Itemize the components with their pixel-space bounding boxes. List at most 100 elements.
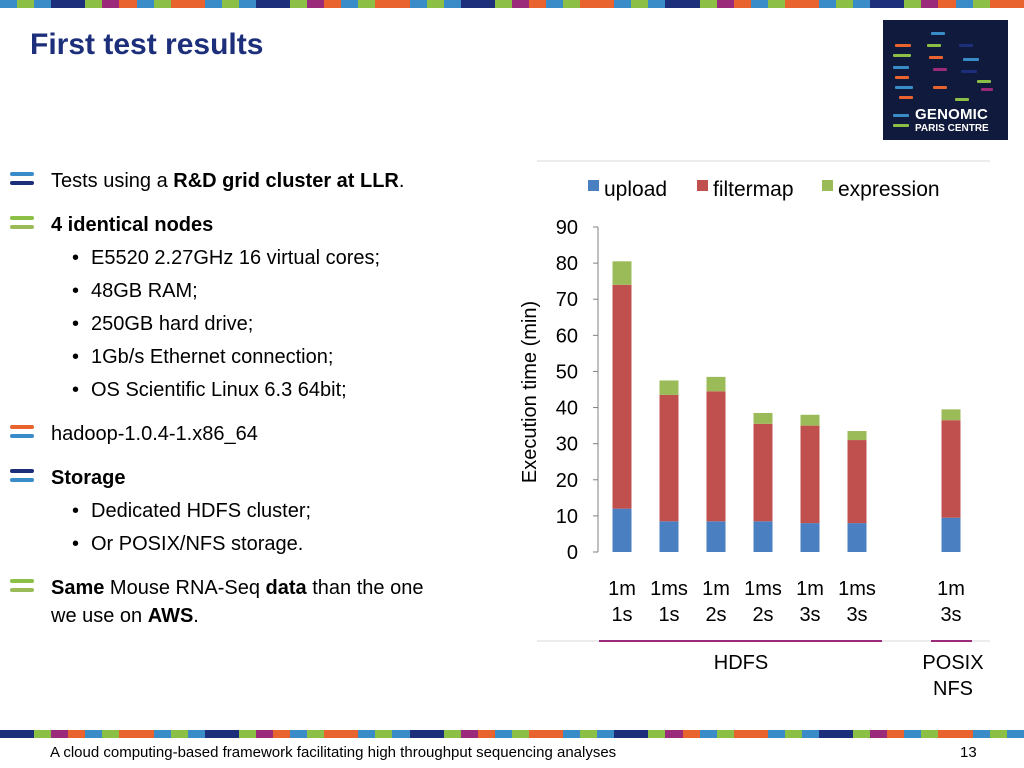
logo-dash — [933, 68, 947, 71]
bar-expression — [753, 412, 773, 424]
stripe-segment — [358, 730, 376, 738]
stripe-segment — [648, 0, 666, 8]
stripe-segment — [51, 0, 69, 8]
x-tick-label: 1m — [608, 578, 636, 600]
stripe-segment — [273, 730, 291, 738]
stripe-segment — [682, 730, 700, 738]
group-label-hdfs: HDFS — [714, 652, 768, 674]
stripe-segment — [597, 730, 615, 738]
stripe-segment — [375, 0, 393, 8]
legend-swatch — [588, 180, 599, 191]
stripe-segment — [238, 730, 256, 738]
stripe-segment — [528, 0, 546, 8]
stripe-segment — [426, 0, 444, 8]
x-tick-label: 2s — [752, 604, 773, 626]
bar-filtermap — [847, 440, 867, 524]
bullet-bold-text: AWS — [147, 605, 194, 627]
logo-dash — [893, 54, 911, 57]
stripe-segment — [563, 0, 581, 8]
x-tick-label: 3s — [846, 604, 867, 626]
stripe-segment — [119, 0, 137, 8]
stripe-segment — [887, 730, 905, 738]
logo-dash — [899, 96, 913, 99]
stripe-segment — [443, 0, 461, 8]
bar-upload — [612, 508, 632, 552]
logo-dash — [931, 32, 945, 35]
stripe-segment — [51, 730, 69, 738]
stripe-segment — [0, 0, 18, 8]
stripe-segment — [580, 0, 598, 8]
stripe-segment — [170, 0, 188, 8]
bullet-bold-text: Storage — [51, 467, 126, 489]
slide-title: First test results — [30, 28, 264, 61]
logo-dash — [933, 86, 947, 89]
stripe-segment — [887, 0, 905, 8]
stripe-segment — [665, 0, 683, 8]
y-tick-label: 30 — [556, 434, 578, 456]
bullet-bold-text: data — [265, 577, 307, 599]
stripe-segment — [955, 0, 973, 8]
group-label-posix: POSIX — [922, 652, 983, 674]
y-tick-label: 20 — [556, 470, 578, 492]
y-tick-label: 0 — [567, 542, 578, 564]
stripe-segment — [494, 730, 512, 738]
stripe-segment — [255, 730, 273, 738]
bullet-text: . — [398, 170, 405, 192]
bullet-text: . — [193, 605, 199, 627]
stripe-segment — [921, 730, 939, 738]
logo-dash — [927, 44, 941, 47]
stripe-segment — [1006, 0, 1024, 8]
stripe-segment — [307, 0, 325, 8]
bar-upload — [800, 523, 820, 552]
bullet-bold-text: 4 identical nodes — [51, 214, 214, 236]
stripe-segment — [750, 730, 768, 738]
stripe-segment — [870, 0, 888, 8]
stripe-segment — [597, 0, 615, 8]
logo-dash — [895, 76, 909, 79]
logo-dash — [893, 114, 909, 117]
stripe-segment — [221, 730, 239, 738]
stripe-segment — [938, 0, 956, 8]
stripe-segment — [290, 0, 308, 8]
bar-expression — [800, 414, 820, 426]
bar-upload — [753, 521, 773, 552]
stripe-segment — [511, 0, 529, 8]
y-tick-label: 80 — [556, 253, 578, 275]
bar-filtermap — [800, 425, 820, 524]
stripe-segment — [938, 730, 956, 738]
stripe-segment — [631, 0, 649, 8]
stripe-segment — [801, 730, 819, 738]
sub-bullet-text: Or POSIX/NFS storage. — [91, 533, 304, 555]
y-tick-label: 90 — [556, 217, 578, 239]
top-color-stripe — [0, 0, 1024, 8]
bullet-text: than the one — [306, 577, 424, 599]
logo-dash — [929, 56, 943, 59]
stripe-segment — [955, 730, 973, 738]
stripe-segment — [699, 0, 717, 8]
x-tick-label: 1ms — [744, 578, 782, 600]
bottom-color-stripe — [0, 730, 1024, 738]
stripe-segment — [85, 730, 103, 738]
bar-expression — [706, 376, 726, 392]
bullet-text: we use on — [51, 605, 148, 627]
stripe-segment — [528, 730, 546, 738]
stripe-segment — [460, 0, 478, 8]
stripe-segment — [85, 0, 103, 8]
bar-expression — [612, 261, 632, 285]
stripe-segment — [477, 0, 495, 8]
stripe-segment — [870, 730, 888, 738]
stripe-segment — [836, 0, 854, 8]
stripe-segment — [904, 730, 922, 738]
stripe-segment — [68, 0, 86, 8]
stripe-segment — [324, 730, 342, 738]
legend-swatch — [822, 180, 833, 191]
sub-bullet-text: E5520 2.27GHz 16 virtual cores; — [91, 247, 381, 269]
bullet-bold-text: Same — [51, 577, 105, 599]
bullet-text: Tests using a — [51, 170, 174, 192]
stripe-segment — [767, 0, 785, 8]
stripe-segment — [716, 0, 734, 8]
logo-dash — [895, 44, 911, 47]
stripe-segment — [836, 730, 854, 738]
stripe-segment — [716, 730, 734, 738]
y-tick-label: 60 — [556, 325, 578, 347]
